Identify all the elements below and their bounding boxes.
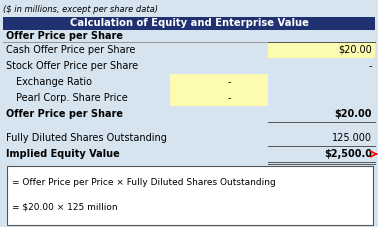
Bar [3, 90, 375, 106]
Bar [3, 74, 375, 90]
Bar [3, 42, 375, 58]
Text: $2,500.0: $2,500.0 [324, 149, 372, 159]
Bar [3, 106, 375, 122]
Text: Pearl Corp. Share Price: Pearl Corp. Share Price [16, 93, 128, 103]
Text: Fully Diluted Shares Outstanding: Fully Diluted Shares Outstanding [6, 133, 167, 143]
Bar [3, 30, 375, 42]
Text: -: - [369, 61, 372, 71]
Bar [170, 90, 268, 106]
Bar [268, 42, 375, 58]
Text: Implied Equity Value: Implied Equity Value [6, 149, 120, 159]
Bar [170, 74, 268, 90]
Text: = Offer Price per Price × Fully Diluted Shares Outstanding: = Offer Price per Price × Fully Diluted … [12, 178, 276, 187]
Text: Stock Offer Price per Share: Stock Offer Price per Share [6, 61, 138, 71]
Text: -: - [227, 77, 231, 87]
Text: Offer Price per Share: Offer Price per Share [6, 109, 123, 119]
Text: ($ in millions, except per share data): ($ in millions, except per share data) [3, 5, 158, 14]
Text: $20.00: $20.00 [335, 109, 372, 119]
Bar [3, 58, 375, 74]
Text: -: - [227, 93, 231, 103]
Text: 125.000: 125.000 [332, 133, 372, 143]
FancyBboxPatch shape [7, 166, 373, 225]
Text: = $20.00 × 125 million: = $20.00 × 125 million [12, 203, 118, 212]
Text: Cash Offer Price per Share: Cash Offer Price per Share [6, 45, 135, 55]
Text: $20.00: $20.00 [338, 45, 372, 55]
Text: Exchange Ratio: Exchange Ratio [16, 77, 92, 87]
Bar [3, 146, 375, 162]
Bar [3, 130, 375, 146]
Text: Offer Price per Share: Offer Price per Share [6, 31, 123, 41]
Bar [3, 17, 375, 30]
Text: Calculation of Equity and Enterprise Value: Calculation of Equity and Enterprise Val… [70, 18, 308, 29]
